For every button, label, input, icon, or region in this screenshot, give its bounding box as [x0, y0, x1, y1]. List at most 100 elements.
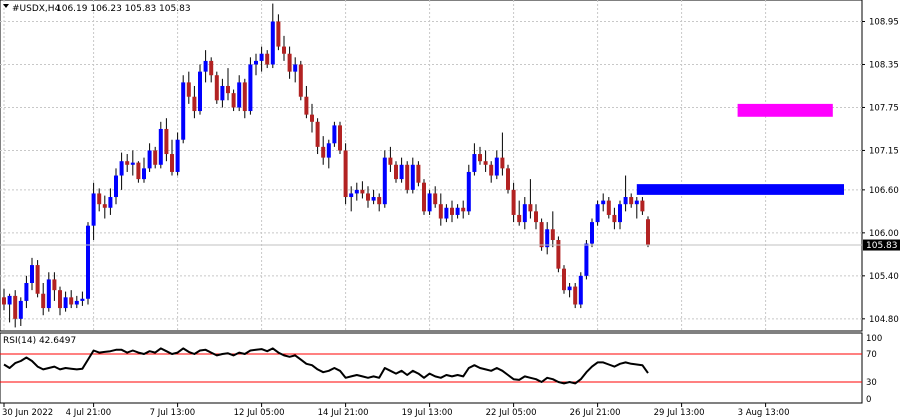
candle-body: [634, 200, 639, 205]
rsi-tick-label: 0: [866, 395, 871, 405]
bull-candle: [147, 143, 152, 172]
candle-body: [573, 286, 578, 305]
bear-candle: [506, 164, 510, 194]
bear-candle: [315, 118, 320, 155]
last-price-label: 105.83: [866, 241, 898, 251]
candle-body: [366, 193, 370, 201]
bear-candle: [366, 186, 370, 208]
bear-candle: [242, 78, 247, 119]
candle-body: [119, 161, 124, 176]
bear-candle: [612, 207, 617, 230]
candle-body: [237, 82, 242, 108]
candle-body: [539, 222, 544, 248]
bull-candle: [86, 222, 90, 305]
bear-candle: [394, 161, 398, 183]
candle-body: [198, 71, 202, 112]
bear-candle: [573, 282, 578, 309]
dropdown-triangle-icon[interactable]: [3, 4, 9, 8]
bear-candle: [69, 290, 74, 309]
candle-body: [450, 207, 454, 215]
bull-candle: [382, 150, 387, 208]
candle-body: [209, 60, 214, 76]
bull-candle: [142, 157, 146, 183]
candle-body: [74, 300, 79, 305]
candle-body: [147, 150, 152, 169]
candle-body: [612, 214, 617, 223]
candle-body: [618, 204, 622, 223]
bear-candle: [646, 216, 650, 248]
candle-body: [590, 222, 594, 244]
candle-body: [164, 128, 169, 155]
candle-body: [86, 225, 90, 299]
candle-body: [517, 214, 522, 223]
bull-candle: [114, 168, 118, 205]
bull-candle: [590, 218, 594, 248]
candle-body: [186, 82, 191, 97]
price-tick-label: 105.40: [869, 272, 899, 282]
candle-body: [545, 229, 550, 248]
candle-body: [354, 189, 359, 194]
price-tick-label: 106.00: [869, 229, 899, 239]
bull-candle: [293, 57, 298, 83]
bear-candle: [556, 236, 561, 273]
price-tick-label: 107.75: [869, 103, 899, 113]
candle-body: [270, 21, 275, 65]
candle-body: [175, 139, 180, 172]
bull-candle: [444, 204, 449, 223]
price-pane-frame: [0, 0, 863, 332]
candle-body: [259, 53, 264, 61]
bear-candle: [343, 143, 348, 205]
candle-body: [69, 297, 74, 305]
candle-body: [455, 207, 460, 215]
bear-candle: [640, 197, 645, 215]
bear-candle: [13, 290, 18, 328]
candle-body: [58, 290, 62, 309]
candle-body: [506, 168, 510, 190]
bull-candle: [24, 275, 29, 309]
candle-body: [220, 85, 225, 101]
candle-body: [646, 219, 650, 246]
bull-candle: [259, 46, 264, 72]
bear-candle: [102, 195, 107, 219]
bear-candle: [438, 193, 443, 226]
candle-body: [226, 85, 230, 94]
price-tick-label: 108.95: [869, 17, 899, 27]
time-tick-label: 14 Jul 21:00: [318, 408, 369, 418]
bear-candle: [539, 218, 544, 251]
candle-body: [595, 204, 600, 223]
bear-candle: [377, 193, 382, 212]
candle-body: [343, 150, 348, 198]
candle-body: [444, 207, 449, 219]
bear-candle: [433, 186, 438, 208]
candle-body: [562, 268, 566, 291]
bull-candle: [220, 78, 225, 108]
candle-body: [158, 128, 163, 165]
bull-candle: [601, 193, 606, 212]
bull-candle: [326, 139, 331, 169]
bull-candle: [203, 50, 208, 83]
bear-candle: [550, 211, 555, 248]
bear-candle: [170, 139, 174, 176]
bear-candle: [562, 265, 566, 294]
bear-candle: [186, 71, 191, 104]
bear-candle: [321, 136, 326, 165]
bull-candle: [119, 152, 124, 190]
candle-body: [114, 175, 118, 198]
bear-candle: [360, 181, 365, 199]
price-tick-label: 107.15: [869, 146, 899, 156]
candle-body: [388, 157, 393, 165]
candle-body: [7, 295, 12, 305]
rsi-pane: 100 70 30 0 RSI(14) 42.6497: [0, 332, 882, 405]
bear-candle: [58, 286, 62, 316]
candle-body: [248, 64, 253, 112]
price-pane: 108.95 108.35 107.75 107.15 106.60 106.00 105.…: [0, 0, 900, 332]
candle-body: [640, 200, 645, 212]
candle-body: [528, 204, 533, 212]
bear-candle: [534, 204, 538, 230]
candle-body: [321, 146, 326, 158]
candle-body: [136, 162, 141, 180]
candle-body: [24, 282, 29, 301]
candle-body: [304, 96, 309, 115]
rsi-line: [3, 347, 649, 385]
candle-body: [41, 293, 46, 309]
